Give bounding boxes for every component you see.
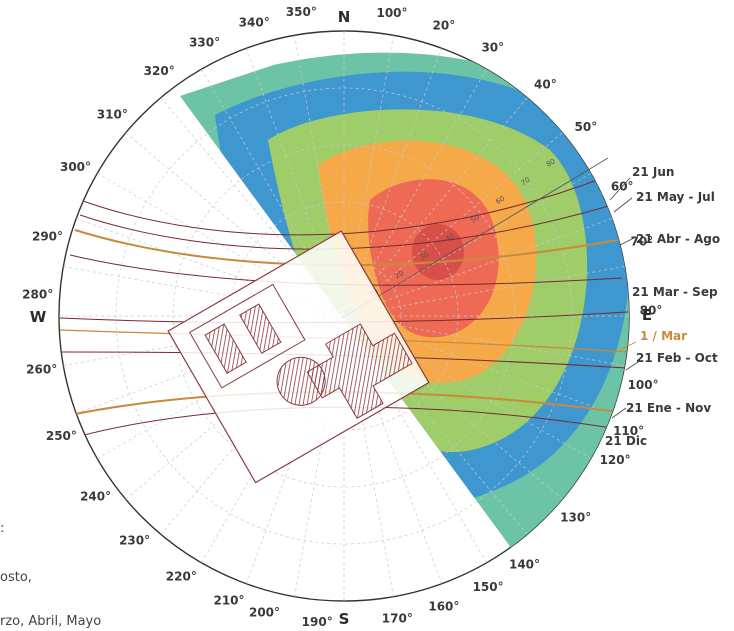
date-label-1-mar: 1 / Mar xyxy=(640,329,687,343)
azimuth-label: 130° xyxy=(560,510,591,524)
caption-line-2: osto, xyxy=(0,570,32,585)
azimuth-label: 80° xyxy=(640,304,663,318)
caption-line-3: rzo, Abril, Mayo xyxy=(0,614,101,629)
caption-line-1: : xyxy=(0,521,4,536)
east-label: E xyxy=(642,306,652,324)
altitude-tick-label: 50 xyxy=(469,213,481,224)
azimuth-label: 290° xyxy=(32,230,63,244)
azimuth-label: 50° xyxy=(575,120,598,134)
azimuth-label: 230° xyxy=(119,534,150,548)
azimuth-label: 170° xyxy=(382,611,413,625)
north-label: N xyxy=(338,8,351,26)
azimuth-label: 120° xyxy=(600,453,631,467)
altitude-tick-label: 30 xyxy=(419,250,431,261)
altitude-scale: 01020304050607080 xyxy=(341,157,609,319)
altitude-tick-label: 40 xyxy=(444,232,456,243)
sun-path-jun xyxy=(79,174,611,236)
azimuth-label: 20° xyxy=(433,19,456,33)
west-label: W xyxy=(30,308,47,326)
date-label-mar-sep: 21 Mar - Sep xyxy=(632,285,718,299)
azimuth-label: 310° xyxy=(97,108,128,122)
azimuth-label: 140° xyxy=(509,557,540,571)
tower-right xyxy=(239,303,282,354)
caption-fragment: : osto, rzo, Abril, Mayo xyxy=(0,521,101,629)
azimuth-label: 350° xyxy=(286,5,317,19)
date-label-jun: 21 Jun xyxy=(632,165,674,179)
date-label-dec: 21 Dic xyxy=(605,434,647,448)
azimuth-label: 110° xyxy=(613,424,644,438)
azimuth-label: 150° xyxy=(473,580,504,594)
zone-core xyxy=(412,224,464,280)
azimuth-label: 250° xyxy=(46,429,77,443)
azimuth-label: 100° xyxy=(376,6,407,20)
tower-left xyxy=(204,323,247,374)
azimuth-label: 30° xyxy=(481,41,504,55)
date-label-jan-nov: 21 Ene - Nov xyxy=(626,401,711,415)
date-label-feb-oct: 21 Feb - Oct xyxy=(636,351,718,365)
altitude-tick-label: 70 xyxy=(520,176,532,187)
azimuth-label: 240° xyxy=(80,490,111,504)
azimuth-label: 100° xyxy=(628,378,659,392)
cross-volume xyxy=(306,323,413,419)
azimuth-label: 340° xyxy=(239,15,270,29)
azimuth-label: 300° xyxy=(60,160,91,174)
azimuth-label: 190° xyxy=(302,615,333,629)
altitude-tick-label: 60 xyxy=(494,195,506,206)
azimuth-label: 40° xyxy=(534,77,557,91)
azimuth-label: 220° xyxy=(166,569,197,583)
date-label-may-jul: 21 May - Jul xyxy=(636,190,715,204)
site-boundary xyxy=(167,230,430,484)
azimuth-label: 70° xyxy=(631,235,654,249)
azimuth-label: 260° xyxy=(26,362,57,376)
azimuth-label: 210° xyxy=(213,594,244,608)
azimuth-label: 330° xyxy=(189,36,220,50)
date-label-apr-aug: 21 Abr - Ago xyxy=(636,232,720,246)
azimuth-label: 160° xyxy=(428,599,459,613)
date-labels: 21 Jun 21 May - Jul 21 Abr - Ago 21 Mar … xyxy=(605,165,720,448)
upper-block xyxy=(189,283,306,389)
azimuth-label: 200° xyxy=(249,606,280,620)
polar-grid xyxy=(59,31,629,601)
azimuth-label: 280° xyxy=(22,288,53,302)
altitude-tick-label: 20 xyxy=(393,269,405,280)
south-label: S xyxy=(339,610,350,628)
altitude-tick-label: 80 xyxy=(545,157,557,168)
building-plan xyxy=(167,230,430,484)
azimuth-label: 320° xyxy=(144,64,175,78)
